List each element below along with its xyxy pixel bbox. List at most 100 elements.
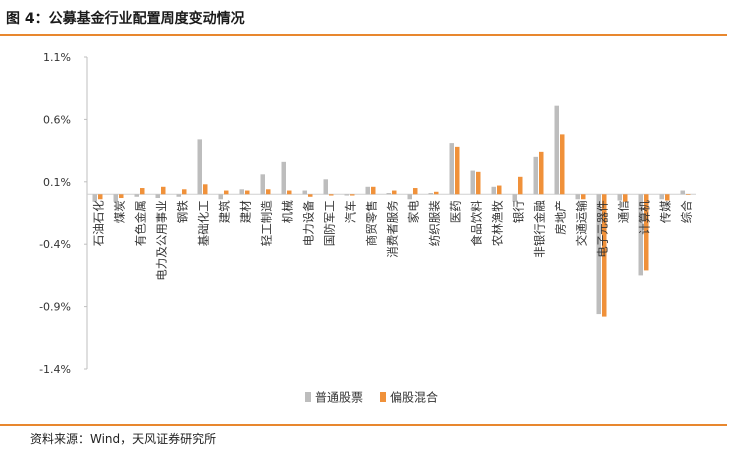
bar-piangu-hunhe xyxy=(539,151,544,195)
bar-piangu-hunhe xyxy=(182,189,187,195)
x-category-label: 电力设备 xyxy=(302,200,316,246)
bar-putong-gupiao xyxy=(239,189,244,195)
bar-piangu-hunhe xyxy=(98,194,103,200)
bar-piangu-hunhe xyxy=(140,188,145,195)
bar-putong-gupiao xyxy=(197,139,202,195)
bar-piangu-hunhe xyxy=(161,186,166,195)
y-tick-label: 0.1% xyxy=(43,176,71,189)
x-category-label: 石油石化 xyxy=(92,200,106,246)
x-category-label: 国防军工 xyxy=(323,200,337,246)
bar-chart: 1.1% 0.6% 0.1% -0.4% -0.9% -1.4% 石油石化 煤炭 有色金属 电力及… xyxy=(39,51,696,405)
bar-putong-gupiao xyxy=(680,190,685,195)
bar-piangu-hunhe xyxy=(224,190,229,195)
bar-putong-gupiao xyxy=(323,179,328,195)
bar-piangu-hunhe xyxy=(308,194,313,197)
bar-putong-gupiao xyxy=(659,194,664,200)
bar-putong-gupiao xyxy=(302,190,307,195)
bar-putong-gupiao xyxy=(491,186,496,195)
x-category-label: 基础化工 xyxy=(197,200,211,246)
bar-putong-gupiao xyxy=(176,194,181,197)
x-category-label: 家电 xyxy=(407,200,421,223)
y-tick-label: -0.9% xyxy=(39,301,71,314)
x-category-label: 纺织服装 xyxy=(428,200,442,246)
bar-putong-gupiao xyxy=(470,170,475,195)
x-category-label: 食品饮料 xyxy=(470,200,484,246)
x-category-label: 计算机 xyxy=(638,200,652,235)
bar-piangu-hunhe xyxy=(203,184,208,195)
bar-piangu-hunhe xyxy=(623,194,628,202)
x-category-label: 建筑 xyxy=(218,200,232,223)
bar-piangu-hunhe xyxy=(581,194,586,200)
bar-piangu-hunhe xyxy=(119,194,124,199)
bar-piangu-hunhe xyxy=(434,191,439,195)
x-category-label: 银行 xyxy=(512,200,526,223)
bar-piangu-hunhe xyxy=(287,190,292,195)
bar-piangu-hunhe xyxy=(560,134,565,195)
bar-putong-gupiao xyxy=(218,194,223,200)
bar-piangu-hunhe xyxy=(350,194,355,196)
bar-putong-gupiao xyxy=(386,193,391,195)
bar-putong-gupiao xyxy=(260,174,265,195)
bar-putong-gupiao xyxy=(155,194,160,199)
x-category-label: 煤炭 xyxy=(113,200,127,223)
x-category-label: 医药 xyxy=(449,200,463,223)
x-category-label: 电力及公用事业 xyxy=(155,200,169,280)
bar-putong-gupiao xyxy=(365,186,370,195)
bar-putong-gupiao xyxy=(407,194,412,200)
x-category-label: 消费者服务 xyxy=(386,200,400,258)
x-category-label: 商贸零售 xyxy=(365,200,379,246)
footer-divider xyxy=(0,424,727,426)
bar-piangu-hunhe xyxy=(392,190,397,195)
bar-piangu-hunhe xyxy=(455,146,460,195)
x-category-label: 轻工制造 xyxy=(260,200,274,246)
bar-piangu-hunhe xyxy=(476,171,481,195)
x-category-label: 有色金属 xyxy=(134,200,148,246)
bar-piangu-hunhe xyxy=(371,186,376,195)
bar-piangu-hunhe xyxy=(413,188,418,195)
bar-putong-gupiao xyxy=(617,194,622,201)
bar-putong-gupiao xyxy=(281,161,286,195)
bar-putong-gupiao xyxy=(113,194,118,202)
bar-putong-gupiao xyxy=(344,194,349,196)
bar-piangu-hunhe xyxy=(665,194,670,201)
x-category-label: 非银行金融 xyxy=(533,200,547,258)
bar-piangu-hunhe xyxy=(266,189,271,195)
y-tick-label: -1.4% xyxy=(39,363,71,376)
bar-putong-gupiao xyxy=(533,156,538,195)
bar-piangu-hunhe xyxy=(518,176,523,195)
bar-putong-gupiao xyxy=(596,194,601,315)
figure-title: 图 4：公募基金行业配置周度变动情况 xyxy=(6,11,245,27)
x-category-label: 汽车 xyxy=(344,200,358,223)
bar-piangu-hunhe xyxy=(644,194,649,271)
x-category-label: 综合 xyxy=(680,200,694,223)
title-divider xyxy=(0,34,727,36)
x-category-label: 传媒 xyxy=(659,200,673,223)
x-category-label: 钢铁 xyxy=(176,200,190,223)
x-category-label: 建材 xyxy=(239,200,253,223)
bar-putong-gupiao xyxy=(512,194,517,202)
legend-label: 普通股票 xyxy=(315,391,363,405)
x-category-label: 电子元器件 xyxy=(596,200,610,257)
legend-swatch xyxy=(380,392,386,402)
bar-putong-gupiao xyxy=(449,143,454,195)
x-category-label: 房地产 xyxy=(554,200,568,235)
bar-piangu-hunhe xyxy=(497,185,502,195)
x-category-label: 交通运输 xyxy=(575,200,589,246)
legend-label: 偏股混合 xyxy=(390,390,438,405)
legend-swatch xyxy=(305,392,311,402)
bar-piangu-hunhe xyxy=(329,194,334,196)
bar-piangu-hunhe xyxy=(245,190,250,195)
bar-putong-gupiao xyxy=(428,193,433,195)
bar-piangu-hunhe xyxy=(686,194,691,195)
y-tick-label: -0.4% xyxy=(39,238,71,251)
bar-piangu-hunhe xyxy=(602,194,607,317)
x-category-label: 通信 xyxy=(617,200,631,223)
bar-putong-gupiao xyxy=(575,194,580,200)
y-tick-label: 0.6% xyxy=(43,113,71,126)
x-category-label: 农林渔牧 xyxy=(491,200,505,246)
y-tick-label: 1.1% xyxy=(43,51,71,64)
bar-putong-gupiao xyxy=(134,194,139,197)
bar-putong-gupiao xyxy=(92,194,97,202)
bar-putong-gupiao xyxy=(638,194,643,276)
x-category-label: 机械 xyxy=(281,200,295,223)
